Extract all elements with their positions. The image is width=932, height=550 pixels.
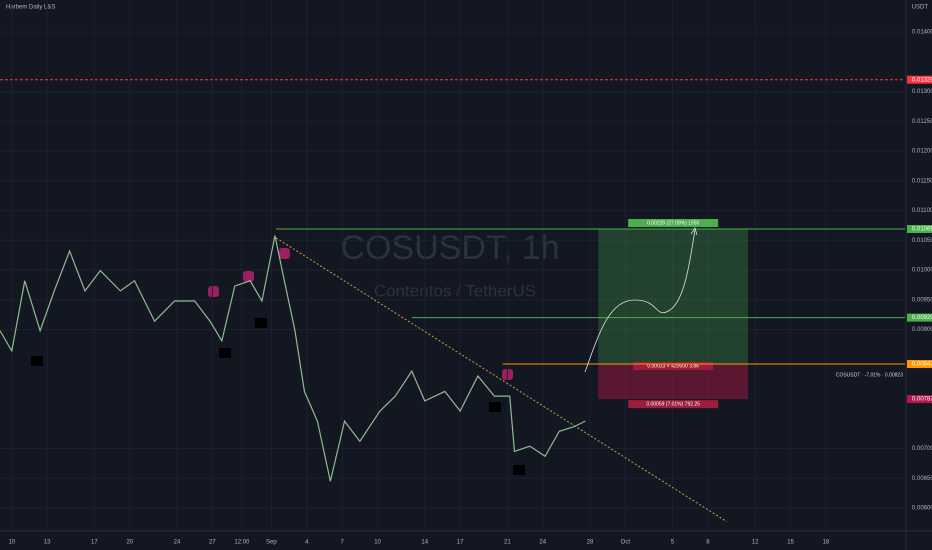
projection-arrow <box>584 229 696 373</box>
y-tick-label: 0.01250 <box>912 119 932 125</box>
x-tick-label: 4 <box>305 540 309 546</box>
level-label-bg <box>907 75 932 84</box>
x-tick-label: 14 <box>421 540 428 546</box>
x-tick-label: 21 <box>504 540 511 546</box>
level-label: 0.01320 <box>912 77 932 83</box>
x-tick-label: 13 <box>44 540 51 546</box>
level-label-bg <box>907 360 932 369</box>
badge <box>279 248 290 259</box>
last-price-label: COSUSDT · -7.01% · 0.00823 <box>836 373 903 379</box>
trendline <box>275 237 728 523</box>
x-tick-label: 10 <box>374 540 381 546</box>
level-label-bg <box>907 313 932 322</box>
x-tick-label: 12 <box>752 540 759 546</box>
x-tick-label: 8 <box>706 540 710 546</box>
badge <box>219 348 231 358</box>
stop-price: 0.00783 <box>912 397 932 403</box>
signal-badges <box>0 0 905 530</box>
position-label: 0.00023 × 420000 3.86 <box>647 363 699 369</box>
y-tick-label: 0.00650 <box>912 476 932 482</box>
level-label: 0.00920 <box>912 315 932 321</box>
x-tick-label: Oct <box>621 540 631 546</box>
y-tick-label: 0.00900 <box>912 327 932 333</box>
x-tick-label: 27 <box>209 540 216 546</box>
level-label: 0.01069 <box>912 227 932 233</box>
y-tick-label: 0.00700 <box>912 446 932 452</box>
x-tick-label: 12:00 <box>234 540 250 546</box>
x-tick-label: 17 <box>457 540 464 546</box>
position-label-bg <box>628 219 719 228</box>
watermark-name: Contentos / TetherUS <box>374 281 536 300</box>
position-label: 0.00228 (27.09%) 1950 <box>647 220 699 226</box>
x-tick-label: 10 <box>8 540 15 546</box>
badge <box>255 318 267 328</box>
position-label-bg <box>633 362 714 371</box>
x-tick-label: 17 <box>91 540 98 546</box>
badge <box>489 402 501 412</box>
x-tick-label: 24 <box>539 540 546 546</box>
x-tick-label: 5 <box>671 540 675 546</box>
x-tick-label: 18 <box>823 540 830 546</box>
badge <box>513 465 525 475</box>
level-label-bg <box>907 225 932 234</box>
currency: USDT <box>912 5 929 11</box>
x-tick-label: Sep <box>266 540 277 546</box>
stop-price-bg <box>907 395 932 404</box>
badge <box>208 286 219 297</box>
profit-zone <box>598 229 749 365</box>
position-label-bg <box>628 400 719 409</box>
y-tick-label: 0.01050 <box>912 238 932 244</box>
y-tick-label: 0.01300 <box>912 89 932 95</box>
y-tick-label: 0.01100 <box>912 208 932 214</box>
badge <box>243 271 254 282</box>
y-tick-label: 0.01000 <box>912 268 932 274</box>
watermark-symbol: COSUSDT, 1h <box>340 229 559 267</box>
y-tick-label: 0.01400 <box>912 30 932 36</box>
x-tick-label: 7 <box>341 540 345 546</box>
x-tick-label: 24 <box>174 540 181 546</box>
arrow-head <box>690 227 698 236</box>
y-tick-label: 0.00950 <box>912 297 932 303</box>
y-tick-label: 0.01150 <box>912 178 932 184</box>
y-tick-label: 0.01200 <box>912 149 932 155</box>
x-tick-label: 20 <box>126 540 133 546</box>
indicator-title: Harbem Daily L&S <box>6 5 55 11</box>
position-label: 0.00059 (7.01%) 792.25 <box>646 401 700 407</box>
x-tick-label: 15 <box>787 540 794 546</box>
x-tick-label: 28 <box>587 540 594 546</box>
badge <box>31 356 43 366</box>
price-line <box>0 235 586 482</box>
level-label: 0.00842 <box>912 362 932 368</box>
y-tick-label: 0.00600 <box>912 506 932 512</box>
